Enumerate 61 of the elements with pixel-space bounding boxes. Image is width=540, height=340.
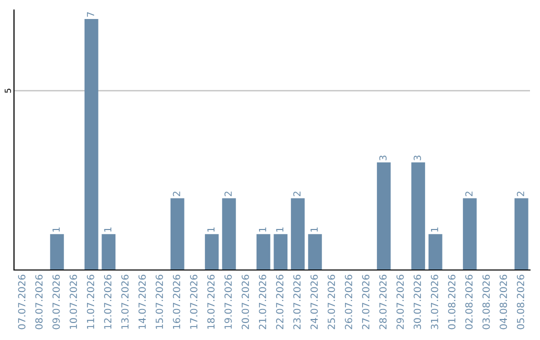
bar (50, 234, 64, 270)
data-label: 1 (430, 227, 438, 232)
bar (428, 234, 442, 270)
x-tick-label: 10.07.2026 (70, 274, 78, 329)
x-tick-label: 22.07.2026 (276, 274, 284, 330)
x-tick-label: 30.07.2026 (414, 274, 422, 330)
bar (102, 234, 116, 270)
x-tick-label: 17.07.2026 (190, 274, 198, 329)
data-label: 1 (310, 227, 318, 232)
bar (462, 198, 477, 270)
x-tick-label: 26.07.2026 (344, 274, 352, 330)
x-tick-label: 09.07.2026 (52, 274, 60, 330)
x-tick-label: 15.07.2026 (156, 274, 164, 329)
x-tick-label: 28.07.2026 (379, 274, 387, 330)
data-label: 7 (86, 12, 94, 17)
x-tick-label: 20.07.2026 (242, 274, 250, 330)
data-label: 2 (224, 192, 232, 196)
x-tick-label: 19.07.2026 (224, 274, 232, 329)
x-tick-label: 16.07.2026 (172, 274, 180, 329)
x-tick-label: 23.07.2026 (293, 274, 301, 330)
data-label: 1 (258, 227, 266, 232)
x-tick-label: 01.08.2026 (448, 274, 456, 330)
data-label: 3 (379, 156, 387, 160)
data-label: 2 (516, 192, 524, 196)
bar (411, 162, 426, 270)
x-tick-label: 18.07.2026 (207, 274, 215, 329)
data-label: 1 (276, 227, 284, 232)
x-tick-label: 14.07.2026 (138, 274, 146, 329)
x-tick-label: 25.07.2026 (328, 274, 336, 330)
x-tick-label: 27.07.2026 (362, 274, 370, 330)
bar (308, 234, 322, 270)
x-tick-label: 03.08.2026 (482, 274, 490, 330)
bar (222, 198, 236, 270)
data-label: 2 (172, 192, 180, 196)
bar (256, 234, 270, 270)
x-tick-label: 08.07.2026 (35, 274, 43, 330)
data-label: 1 (52, 227, 60, 232)
data-label: 2 (465, 192, 472, 196)
x-tick-label: 21.07.2026 (258, 274, 266, 330)
x-tick-label: 13.07.2026 (121, 274, 129, 329)
x-tick-label: 05.08.2026 (516, 274, 524, 330)
x-tick-label: 31.07.2026 (430, 274, 438, 330)
bar (204, 234, 219, 270)
x-tick-label: 11.07.2026 (86, 274, 94, 329)
bar (170, 198, 184, 270)
x-tick-label: 02.08.2026 (465, 274, 473, 330)
bar (514, 198, 528, 270)
x-tick-label: 07.07.2026 (18, 274, 26, 330)
bar (376, 162, 391, 270)
bar (274, 234, 288, 270)
y-tick-label: 5 (4, 88, 11, 93)
bar (84, 18, 98, 270)
data-label: 1 (104, 227, 112, 232)
x-tick-label: 24.07.2026 (310, 274, 318, 330)
x-tick-label: 12.07.2026 (104, 274, 112, 329)
data-label: 2 (293, 192, 300, 196)
bar (290, 198, 305, 270)
x-tick-label: 04.08.2026 (500, 274, 508, 330)
data-label: 3 (414, 156, 422, 160)
x-tick-label: 29.07.2026 (396, 274, 404, 330)
data-label: 1 (207, 227, 214, 232)
